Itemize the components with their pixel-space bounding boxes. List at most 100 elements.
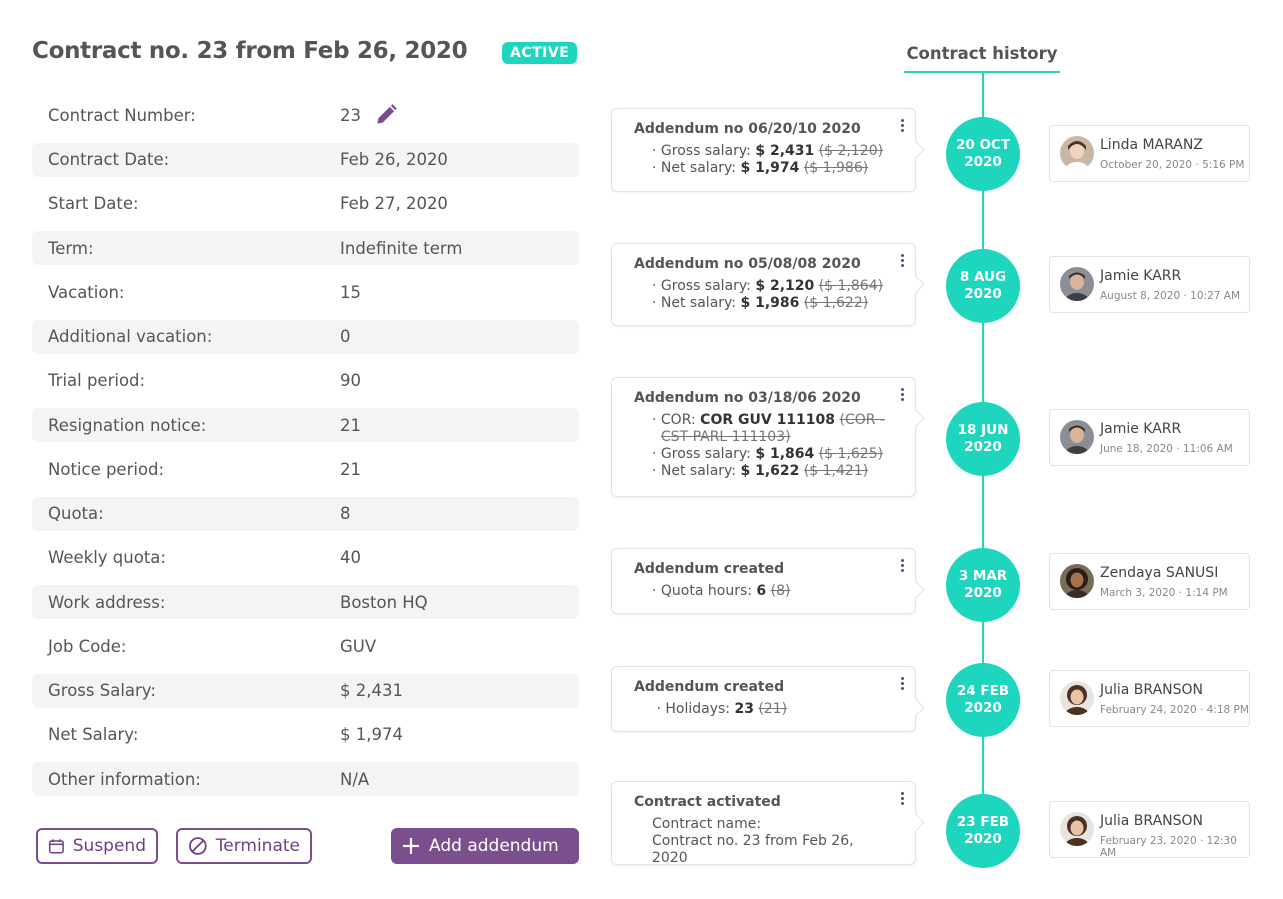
kebab-menu-icon[interactable] (901, 388, 905, 401)
kebab-menu-icon[interactable] (901, 677, 905, 690)
suspend-button[interactable]: Suspend (36, 828, 158, 864)
info-label: Contract name: (652, 816, 762, 832)
timeline-card: Addendum created · Quota hours: 6 (8) (611, 548, 916, 614)
card-title: Addendum no 03/18/06 2020 (634, 390, 861, 406)
timeline-date: 24 FEB 2020 (946, 663, 1020, 737)
detail-row-resignation-notice: Resignation notice: 21 (32, 408, 579, 442)
detail-value: $ 1,974 (340, 725, 403, 745)
detail-value: 90 (340, 371, 361, 391)
block-icon (189, 837, 207, 855)
detail-row-trial-period: Trial period: 90 (32, 359, 579, 404)
timeline-card: Addendum no 05/08/08 2020 · Gross salary… (611, 243, 916, 326)
detail-label: Job Code: (48, 636, 127, 656)
detail-label: Weekly quota: (48, 548, 166, 568)
kebab-menu-icon[interactable] (901, 254, 905, 267)
change-line: · Net salary: $ 1,974 ($ 1,986) (652, 160, 869, 176)
timeline-card: Addendum created · Holidays: 23 (21) (611, 666, 916, 732)
change-line: · Gross salary: $ 2,120 ($ 1,864) (652, 278, 884, 294)
detail-label: Notice period: (48, 459, 165, 479)
user-name: Jamie KARR (1100, 421, 1182, 437)
user-card: Zendaya SANUSI March 3, 2020 · 1:14 PM (1049, 553, 1250, 610)
kebab-menu-icon[interactable] (901, 559, 905, 572)
user-card: Jamie KARR August 8, 2020 · 10:27 AM (1049, 256, 1250, 313)
contract-details: Contract Number: 23 Contract Date: Feb 2… (32, 93, 579, 801)
timestamp: October 20, 2020 · 5:16 PM (1100, 159, 1245, 171)
detail-label: Additional vacation: (48, 327, 213, 346)
timestamp: March 3, 2020 · 1:14 PM (1100, 587, 1228, 599)
detail-value: N/A (340, 769, 370, 789)
user-card: Julia BRANSON February 24, 2020 · 4:18 P… (1049, 670, 1250, 727)
detail-row-vacation: Vacation: 15 (32, 270, 579, 315)
detail-row-notice-period: Notice period: 21 (32, 447, 579, 492)
user-name: Linda MARANZ (1100, 137, 1203, 153)
detail-value: GUV (340, 636, 377, 656)
change-line: · Quota hours: 6 (8) (652, 583, 791, 599)
terminate-button[interactable]: Terminate (176, 828, 312, 864)
change-line: CST PARL 111103) (660, 429, 791, 445)
timeline-date: 23 FEB 2020 (946, 794, 1020, 868)
detail-value: 15 (340, 282, 361, 302)
status-badge: ACTIVE (502, 42, 578, 64)
card-title: Addendum no 06/20/10 2020 (634, 121, 861, 137)
change-line: · Net salary: $ 1,622 ($ 1,421) (652, 463, 869, 479)
user-name: Julia BRANSON (1100, 682, 1204, 698)
avatar (1060, 564, 1094, 598)
kebab-menu-icon[interactable] (901, 792, 905, 805)
detail-label: Vacation: (48, 282, 125, 302)
detail-value: Feb 26, 2020 (340, 150, 448, 169)
detail-value: 23 (340, 105, 361, 125)
timestamp: June 18, 2020 · 11:06 AM (1100, 443, 1233, 455)
user-name: Julia BRANSON (1100, 813, 1204, 829)
add-addendum-label: Add addendum (429, 836, 559, 856)
terminate-label: Terminate (215, 836, 300, 856)
user-card: Julia BRANSON February 23, 2020 · 12:30 … (1049, 801, 1250, 859)
user-card: Jamie KARR June 18, 2020 · 11:06 AM (1049, 409, 1250, 466)
info-value: Contract no. 23 from Feb 26, 2020 (652, 833, 854, 866)
detail-value: $ 2,431 (340, 681, 403, 700)
timestamp: February 24, 2020 · 4:18 PM (1100, 704, 1249, 716)
avatar (1060, 812, 1094, 846)
change-line: · Gross salary: $ 2,431 ($ 2,120) (652, 143, 884, 159)
add-addendum-button[interactable]: Add addendum (391, 828, 579, 864)
detail-value: 21 (340, 415, 361, 435)
detail-row-net-salary: Net Salary: $ 1,974 (32, 713, 579, 758)
calendar-icon (48, 839, 64, 854)
timeline-date: 3 MAR 2020 (946, 548, 1020, 622)
user-card: Linda MARANZ October 20, 2020 · 5:16 PM (1049, 125, 1250, 182)
detail-label: Other information: (48, 769, 201, 789)
detail-label: Work address: (48, 592, 166, 612)
pencil-icon[interactable] (373, 102, 399, 128)
detail-row-quota: Quota: 8 (32, 496, 579, 531)
tab-contract-history[interactable]: Contract history (904, 44, 1060, 73)
detail-row-contract-number: Contract Number: 23 (32, 93, 579, 138)
detail-label: Term: (48, 238, 94, 258)
detail-label: Resignation notice: (48, 415, 207, 435)
detail-value: 21 (340, 459, 361, 479)
detail-label: Gross Salary: (48, 681, 156, 700)
detail-label: Start Date: (48, 194, 139, 214)
page-title: Contract no. 23 from Feb 26, 2020 (32, 38, 468, 64)
detail-label: Trial period: (48, 371, 146, 391)
detail-row-other-information: Other information: N/A (32, 762, 579, 796)
timeline-card: Contract activated Contract name: Contra… (611, 781, 916, 866)
detail-value: Boston HQ (340, 592, 428, 612)
detail-row-start-date: Start Date: Feb 27, 2020 (32, 182, 579, 227)
timeline-card: Addendum no 03/18/06 2020 · COR: COR GUV… (611, 377, 916, 497)
detail-value: 8 (340, 504, 351, 523)
detail-label: Contract Date: (48, 150, 170, 169)
detail-value: Indefinite term (340, 238, 463, 258)
kebab-menu-icon[interactable] (901, 119, 905, 132)
change-line: · COR: COR GUV 111108 (COR - (652, 412, 885, 428)
card-title: Addendum no 05/08/08 2020 (634, 256, 861, 272)
avatar (1060, 136, 1094, 170)
timestamp: February 23, 2020 · 12:30 AM (1100, 835, 1237, 859)
detail-value: Feb 27, 2020 (340, 194, 448, 214)
detail-row-additional-vacation: Additional vacation: 0 (32, 319, 579, 354)
change-line: · Holidays: 23 (21) (652, 701, 788, 717)
detail-label: Net Salary: (48, 725, 139, 745)
timestamp: August 8, 2020 · 10:27 AM (1100, 290, 1241, 302)
detail-row-gross-salary: Gross Salary: $ 2,431 (32, 673, 579, 708)
detail-row-term: Term: Indefinite term (32, 231, 579, 265)
change-line: · Gross salary: $ 1,864 ($ 1,625) (652, 446, 884, 462)
avatar (1060, 267, 1094, 301)
